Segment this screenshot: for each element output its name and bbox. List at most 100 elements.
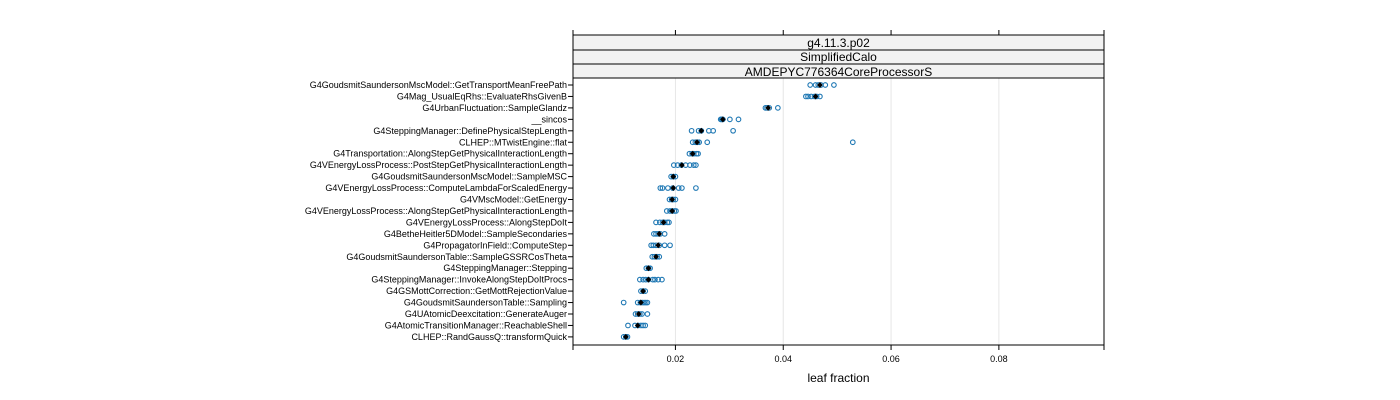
category-label: CLHEP::RandGaussQ::transformQuick	[411, 332, 567, 342]
strip-platform: AMDEPYC776364CoreProcessorS	[745, 65, 932, 79]
category-label: G4GSMottCorrection::GetMottRejectionValu…	[386, 286, 567, 296]
top-axis-ticks	[572, 30, 1105, 35]
data-point	[775, 105, 781, 111]
category-label: G4AtomicTransitionManager::ReachableShel…	[385, 320, 567, 330]
data-point	[803, 93, 809, 100]
data-point	[822, 82, 829, 88]
data-point	[670, 162, 677, 168]
data-point	[625, 322, 631, 329]
data-point	[693, 162, 699, 168]
data-point	[620, 299, 627, 306]
mean-marker	[679, 162, 685, 169]
category-label: G4GoudsmitSaundersonTable::SampleGSSRCos…	[346, 252, 567, 262]
mean-marker	[653, 253, 659, 260]
data-point	[657, 185, 664, 191]
category-label: G4VEnergyLossProcess::ComputeLambdaForSc…	[325, 183, 567, 193]
mean-marker	[623, 333, 629, 340]
mean-marker	[670, 173, 677, 180]
category-labels: G4GoudsmitSaundersonMscModel::GetTranspo…	[305, 80, 573, 342]
vertical-gridlines	[674, 78, 1000, 345]
category-label: G4VEnergyLossProcess::PostStepGetPhysica…	[310, 160, 567, 170]
data-point	[675, 185, 682, 191]
x-tick-label: 0.06	[882, 354, 900, 364]
category-label: G4VMscModel::GetEnergy	[460, 195, 568, 205]
x-tick-label: 0.08	[990, 354, 1008, 364]
data-point	[667, 242, 673, 249]
category-label: G4GoudsmitSaundersonMscModel::SampleMSC	[371, 172, 567, 182]
data-point	[644, 311, 651, 317]
mean-marker	[817, 82, 823, 88]
data-point	[695, 150, 701, 157]
category-label: G4UrbanFluctuation::SampleGlandz	[422, 103, 567, 113]
plot-panel	[572, 77, 1105, 346]
mean-marker	[635, 311, 642, 317]
category-label: G4PropagatorInField::ComputeStep	[423, 240, 567, 250]
strip-panel: g4.11.3.p02 SimplifiedCalo AMDEPYC776364…	[572, 34, 1105, 79]
data-point	[661, 231, 668, 237]
data-point	[831, 82, 837, 88]
category-label: G4UAtomicDeexcitation::GenerateAuger	[405, 309, 567, 319]
data-point	[653, 219, 659, 226]
mean-marker	[670, 185, 677, 192]
mean-marker	[656, 230, 663, 237]
data-point	[805, 93, 811, 100]
data-point	[659, 185, 666, 191]
data-point	[849, 139, 856, 146]
mean-marker	[698, 127, 705, 134]
data-point	[710, 127, 717, 134]
category-label: CLHEP::MTwistEngine::flat	[459, 137, 568, 147]
mean-marker	[689, 150, 696, 157]
data-point	[807, 82, 814, 88]
data-point	[655, 276, 662, 283]
data-point	[636, 276, 643, 283]
data-point	[652, 276, 658, 283]
data-point	[690, 162, 697, 168]
mean-marker	[645, 265, 652, 272]
mean-marker	[634, 322, 641, 329]
category-label: G4SteppingManager::DefinePhysicalStepLen…	[373, 126, 567, 136]
mean-marker	[812, 93, 819, 100]
category-label: G4Transportation::AlongStepGetPhysicalIn…	[333, 149, 567, 159]
data-point	[644, 299, 651, 306]
data-point	[666, 219, 672, 226]
category-label: G4BetheHeitler5DModel::SampleSecondaries	[384, 229, 568, 239]
mean-marker	[694, 139, 700, 146]
data-points	[620, 82, 856, 340]
data-point	[661, 242, 668, 249]
data-point	[640, 322, 646, 329]
mean-marker	[655, 242, 661, 249]
data-point	[693, 185, 699, 191]
data-point	[735, 116, 742, 123]
mean-marker	[669, 196, 675, 203]
data-point	[642, 322, 649, 329]
category-label: G4Mag_UsualEqRhs::EvaluateRhsGivenB	[397, 91, 567, 101]
strip-version: g4.11.3.p02	[807, 36, 870, 50]
category-label: G4SteppingManager::InvokeAlongStepDoItPr…	[371, 275, 567, 285]
mean-marker	[765, 104, 771, 111]
category-label: G4VEnergyLossProcess::AlongStepGetPhysic…	[305, 206, 567, 216]
data-point	[640, 276, 646, 283]
strip-benchmark: SimplifiedCalo	[800, 50, 877, 64]
mean-marker	[645, 276, 652, 283]
category-label: G4GoudsmitSaundersonTable::Sampling	[404, 298, 567, 308]
data-point	[730, 127, 736, 134]
data-point	[688, 127, 695, 134]
category-label: G4SteppingManager::Stepping	[443, 263, 567, 273]
data-point	[679, 185, 685, 191]
category-label: G4VEnergyLossProcess::AlongStepDoIt	[406, 217, 568, 227]
x-axis-title: leaf fraction	[807, 371, 869, 385]
mean-marker	[720, 116, 726, 123]
data-point	[665, 185, 671, 191]
mean-marker	[640, 288, 646, 295]
mean-marker	[660, 219, 667, 226]
data-point	[687, 162, 693, 168]
mean-marker	[638, 299, 644, 306]
x-tick-label: 0.02	[667, 354, 685, 364]
data-point	[663, 208, 670, 214]
category-label: G4GoudsmitSaundersonMscModel::GetTranspo…	[310, 80, 567, 90]
x-axis: 0.02 0.04 0.06 0.08	[572, 345, 1105, 364]
data-point	[659, 276, 665, 283]
data-point	[727, 116, 733, 123]
mean-marker	[669, 207, 675, 214]
